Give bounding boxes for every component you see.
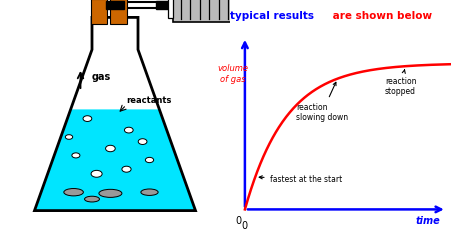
Ellipse shape: [99, 190, 122, 197]
Ellipse shape: [91, 171, 102, 177]
Text: reaction
stopped: reaction stopped: [384, 71, 415, 96]
Ellipse shape: [84, 196, 99, 202]
Ellipse shape: [145, 158, 153, 163]
Ellipse shape: [138, 139, 147, 145]
Text: are shown below: are shown below: [328, 11, 431, 21]
Text: gas: gas: [92, 72, 111, 82]
FancyBboxPatch shape: [110, 0, 126, 25]
Text: volume
of gas: volume of gas: [217, 64, 247, 83]
Ellipse shape: [83, 116, 92, 122]
FancyBboxPatch shape: [91, 0, 107, 25]
Text: fastest at the start: fastest at the start: [258, 174, 341, 183]
Ellipse shape: [106, 146, 115, 152]
FancyBboxPatch shape: [106, 2, 124, 10]
Text: 0: 0: [241, 220, 247, 229]
Text: typical results: typical results: [230, 11, 313, 21]
Text: reaction
slowing down: reaction slowing down: [296, 83, 348, 122]
Ellipse shape: [140, 189, 158, 196]
Text: 0: 0: [235, 215, 241, 225]
Ellipse shape: [72, 153, 80, 158]
Ellipse shape: [122, 166, 131, 172]
Text: time: time: [415, 215, 440, 225]
FancyBboxPatch shape: [172, 0, 241, 23]
FancyBboxPatch shape: [168, 0, 173, 19]
Polygon shape: [34, 110, 195, 211]
Text: reactants: reactants: [126, 96, 172, 105]
Ellipse shape: [64, 189, 83, 196]
Ellipse shape: [124, 128, 133, 133]
Ellipse shape: [65, 135, 73, 140]
FancyBboxPatch shape: [156, 2, 170, 10]
